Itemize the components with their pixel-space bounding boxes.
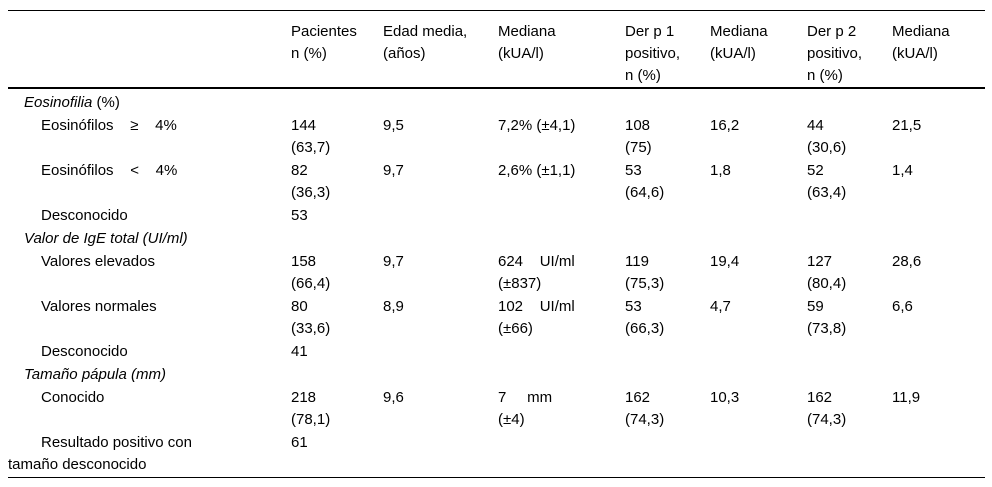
cell-der-p1: 53 (64,6) xyxy=(625,161,665,202)
cell-pacientes: 41 xyxy=(291,342,308,360)
cell-mediana-3: 28,6 xyxy=(892,252,922,270)
cell-der-p2: 127 (80,4) xyxy=(807,252,847,293)
section-label-cell: Valor de IgE total (UI/ml) xyxy=(8,228,985,251)
cell-pacientes: 218 (78,1) xyxy=(291,388,331,429)
cell-mediana-2: 10,3 xyxy=(710,388,740,406)
header-edad-media: Edad media, (años) xyxy=(383,10,498,89)
cell-edad-media: 9,5 xyxy=(383,116,404,134)
cell-edad-media: 9,6 xyxy=(383,388,404,406)
cell-mediana-1: 7,2% (±4,1) xyxy=(498,116,576,134)
cell-mediana-1: 2,6% (±1,1) xyxy=(498,161,576,179)
cell-mediana-1 xyxy=(498,205,625,228)
cell-mediana-1 xyxy=(498,341,625,364)
cell-der-p2: 162 (74,3) xyxy=(807,388,847,429)
table-row-valores-elevados: Valores elevados 158 (66,4) 9,7 624 UI/m… xyxy=(8,251,985,296)
row-label: Desconocido xyxy=(41,342,128,360)
row-label: Eosinófilos < 4% xyxy=(41,161,178,179)
cell-der-p1 xyxy=(625,432,710,478)
cell-pacientes: 53 xyxy=(291,206,308,224)
cell-mediana-3 xyxy=(892,432,985,478)
section-row-papula: Tamaño pápula (mm) xyxy=(8,364,985,387)
cell-mediana-2: 4,7 xyxy=(710,297,731,315)
cell-mediana-3: 1,4 xyxy=(892,161,913,179)
cell-der-p2 xyxy=(807,205,892,228)
cell-der-p1 xyxy=(625,341,710,364)
section-row-ige: Valor de IgE total (UI/ml) xyxy=(8,228,985,251)
cell-edad-media: 9,7 xyxy=(383,161,404,179)
cell-der-p2 xyxy=(807,341,892,364)
cell-edad-media xyxy=(383,432,498,478)
cell-mediana-1 xyxy=(498,432,625,478)
table-row-conocido: Conocido 218 (78,1) 9,6 7 mm (±4) 162 (7… xyxy=(8,387,985,432)
table-row-valores-normales: Valores normales 80 (33,6) 8,9 102 UI/ml… xyxy=(8,296,985,341)
cell-pacientes: 158 (66,4) xyxy=(291,252,331,293)
cell-mediana-2 xyxy=(710,205,807,228)
section-label-cell: Eosinofilia (%) xyxy=(8,88,985,115)
patient-characteristics-table: Pacientes n (%) Edad media, (años) Media… xyxy=(8,10,985,478)
row-label: Resultado positivo con tamaño desconocid… xyxy=(8,433,192,474)
header-mediana-1: Mediana (kUA/l) xyxy=(498,10,625,89)
cell-mediana-3: 11,9 xyxy=(892,388,921,406)
cell-pacientes: 82 (36,3) xyxy=(291,161,331,202)
cell-mediana-2 xyxy=(710,432,807,478)
cell-mediana-2: 16,2 xyxy=(710,116,740,134)
cell-pacientes: 80 (33,6) xyxy=(291,297,331,338)
table-row-eosinofilos-ge4: Eosinófilos ≥ 4% 144 (63,7) 9,5 7,2% (±4… xyxy=(8,115,985,160)
table-row-eosinofilos-lt4: Eosinófilos < 4% 82 (36,3) 9,7 2,6% (±1,… xyxy=(8,160,985,205)
cell-mediana-3: 6,6 xyxy=(892,297,913,315)
cell-der-p1: 53 (66,3) xyxy=(625,297,665,338)
row-label: Valores elevados xyxy=(41,252,155,270)
table-row-resultado-positivo-desconocido: Resultado positivo con tamaño desconocid… xyxy=(8,432,985,478)
table-header-row: Pacientes n (%) Edad media, (años) Media… xyxy=(8,10,985,89)
table-row-desconocido-eos: Desconocido 53 xyxy=(8,205,985,228)
row-label: Conocido xyxy=(41,388,105,406)
cell-der-p2: 52 (63,4) xyxy=(807,161,847,202)
header-empty-cell xyxy=(8,10,291,89)
cell-pacientes: 144 (63,7) xyxy=(291,116,331,157)
cell-edad-media xyxy=(383,341,498,364)
section-title: Valor de IgE total (UI/ml) xyxy=(24,229,188,247)
row-label: Eosinófilos ≥ 4% xyxy=(41,116,177,134)
cell-mediana-3 xyxy=(892,341,985,364)
cell-edad-media: 9,7 xyxy=(383,252,404,270)
cell-der-p1: 119 (75,3) xyxy=(625,252,665,293)
section-label-cell: Tamaño pápula (mm) xyxy=(8,364,985,387)
cell-der-p2: 44 (30,6) xyxy=(807,116,847,157)
cell-mediana-2: 1,8 xyxy=(710,161,731,179)
cell-mediana-1: 7 mm (±4) xyxy=(498,388,553,429)
cell-der-p2 xyxy=(807,432,892,478)
table-row-desconocido-ige: Desconocido 41 xyxy=(8,341,985,364)
cell-der-p2: 59 (73,8) xyxy=(807,297,847,338)
section-title: Eosinofilia xyxy=(24,94,93,111)
cell-mediana-1: 624 UI/ml (±837) xyxy=(498,252,575,293)
cell-mediana-3 xyxy=(892,205,985,228)
cell-der-p1: 108 (75) xyxy=(625,116,652,157)
row-label: Desconocido xyxy=(41,206,128,224)
cell-edad-media: 8,9 xyxy=(383,297,404,315)
cell-der-p1 xyxy=(625,205,710,228)
cell-mediana-3: 21,5 xyxy=(892,116,922,134)
section-title-note: (%) xyxy=(92,94,120,111)
header-pacientes: Pacientes n (%) xyxy=(291,10,383,89)
row-label: Valores normales xyxy=(41,297,157,315)
header-mediana-2: Mediana (kUA/l) xyxy=(710,10,807,89)
section-row-eosinofilia: Eosinofilia (%) xyxy=(8,88,985,115)
cell-pacientes: 61 xyxy=(291,433,308,451)
header-der-p1: Der p 1 positivo, n (%) xyxy=(625,10,710,89)
header-der-p2: Der p 2 positivo, n (%) xyxy=(807,10,892,89)
header-mediana-3: Mediana (kUA/l) xyxy=(892,10,985,89)
cell-der-p1: 162 (74,3) xyxy=(625,388,665,429)
section-title: Tamaño pápula (mm) xyxy=(24,365,167,383)
cell-mediana-1: 102 UI/ml (±66) xyxy=(498,297,575,338)
cell-mediana-2: 19,4 xyxy=(710,252,740,270)
cell-edad-media xyxy=(383,205,498,228)
cell-mediana-2 xyxy=(710,341,807,364)
